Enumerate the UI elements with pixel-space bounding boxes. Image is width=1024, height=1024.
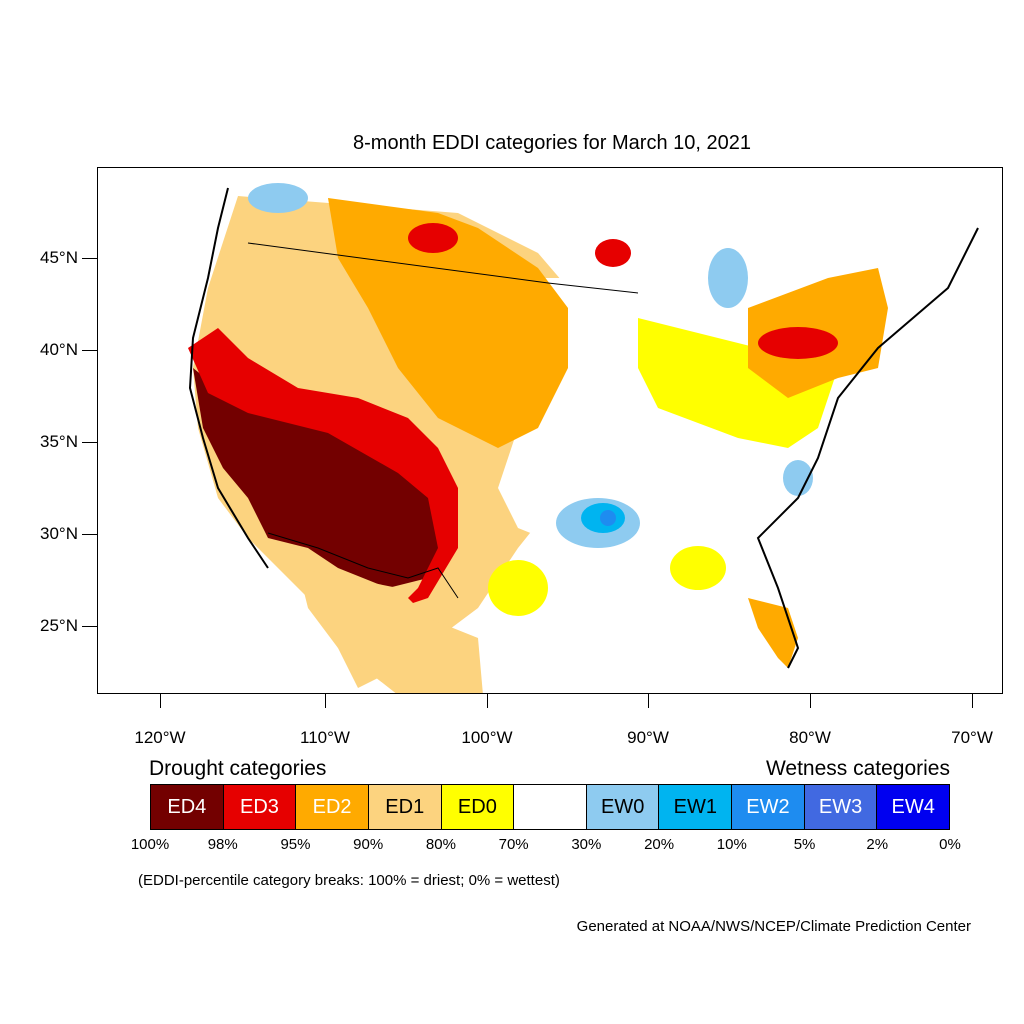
percentile-break-label: 100% [130,836,170,853]
lat-tick-45 [82,258,97,259]
lat-label-35: 35°N [40,432,78,451]
legend-swatch-ew4: EW4 [877,785,950,829]
region-ed0-alabama [670,546,726,590]
percentile-break-label: 70% [498,836,529,853]
legend-swatch-ed4: ED4 [151,785,224,829]
region-ed0-lakes [638,318,838,448]
lon-label-90w: 90°W [627,728,669,747]
lon-label-80w: 80°W [789,728,831,747]
percentile-break-label: 30% [571,836,602,853]
region-ew0-carolina [783,460,813,496]
lon-label-70w: 70°W [951,728,993,747]
map-panel [97,167,1003,694]
lat-tick-25 [82,626,97,627]
legend-swatch-ew2: EW2 [732,785,805,829]
lon-label-120w: 120°W [134,728,186,747]
lon-label-110w: 110°W [300,728,350,747]
percentile-break-label: 98% [207,836,238,853]
percentile-break-label: 80% [425,836,456,853]
lon-label-100w: 100°W [461,728,513,747]
canada-border [247,242,639,294]
lat-label-45: 45°N [40,248,78,267]
eddi-map [188,183,979,693]
region-ed2-north [328,198,568,448]
percentile-break-label: 20% [644,836,675,853]
lon-tick-70w [972,694,973,708]
map-title: 8-month EDDI categories for March 10, 20… [353,132,751,154]
lon-tick-80w [810,694,811,708]
percentile-break-label: 5% [793,836,816,853]
lat-label-40: 40°N [40,340,78,359]
percentile-break-label: 10% [716,836,747,853]
lon-tick-110w [325,694,326,708]
coastline-west [188,187,269,569]
wetness-heading: Wetness categories [765,757,950,780]
region-ed3-manitoba [595,239,631,267]
region-ed3-ring [188,328,458,608]
legend-swatch-ed0: ED0 [441,785,515,829]
region-ed4-southwest [193,368,448,588]
region-ew0-michigan [708,248,748,308]
region-ed1-mexico [298,568,483,693]
region-ed3-montana [408,223,458,253]
legend-swatch-ew1: EW1 [659,785,733,829]
percentile-break-label: 95% [280,836,311,853]
lat-tick-40 [82,350,97,351]
credit-line: Generated at NOAA/NWS/NCEP/Climate Predi… [576,918,971,935]
lat-label-30: 30°N [40,524,78,543]
category-note: (EDDI-percentile category breaks: 100% =… [138,872,560,889]
legend-swatch-ed3: ED3 [223,785,297,829]
coastline-east [756,227,979,669]
region-ed2-florida [748,598,798,668]
legend-swatch-ew0: EW0 [586,785,660,829]
lon-tick-120w [160,694,161,708]
lat-label-25: 25°N [40,616,78,635]
lon-tick-100w [487,694,488,708]
category-legend: ED4 ED3 ED2 ED1 ED0 EW0 EW1 EW2 EW3 EW4 [150,784,950,830]
percentile-break-label: 90% [353,836,384,853]
region-ew2-arkansas [600,510,616,526]
legend-swatch-ed1: ED1 [368,785,442,829]
percentile-break-label: 0% [939,836,961,853]
percentile-break-label: 2% [866,836,889,853]
mexico-border [267,532,459,599]
region-ew0-washington [248,183,308,213]
legend-swatch-ed2: ED2 [296,785,369,829]
lon-tick-90w [648,694,649,708]
region-ed0-texas [488,560,548,616]
region-ed3-newyork [758,327,838,359]
legend-swatch-normal [514,785,587,829]
legend-swatch-ew3: EW3 [804,785,878,829]
lat-tick-35 [82,442,97,443]
lat-tick-30 [82,534,97,535]
drought-heading: Drought categories [149,757,327,780]
